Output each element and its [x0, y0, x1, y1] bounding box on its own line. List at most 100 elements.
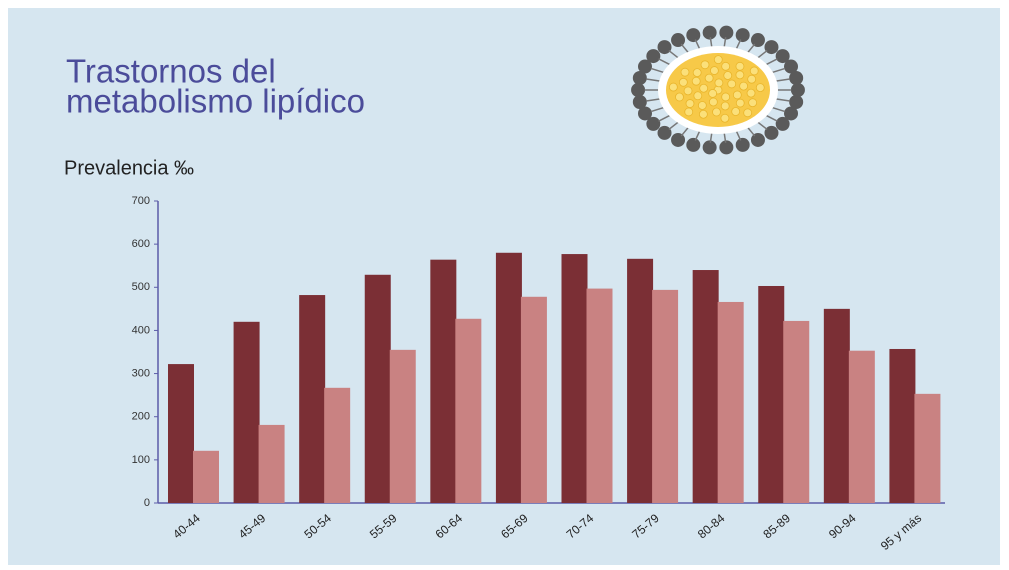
icon-dot — [699, 83, 709, 93]
bar — [758, 285, 785, 503]
icon-blob — [632, 70, 647, 85]
icon-blob — [632, 95, 647, 110]
icon-blob — [789, 70, 804, 85]
icon-blob — [735, 28, 750, 43]
icon-dot — [708, 89, 718, 98]
bar — [627, 258, 654, 503]
icon-dot — [693, 91, 703, 101]
icon-blob — [646, 116, 661, 131]
icon-dot — [739, 81, 749, 91]
bar — [783, 320, 810, 503]
icon-blob — [719, 25, 734, 40]
icon-dot — [721, 92, 731, 102]
icon-blob — [671, 33, 686, 48]
icon-dot — [668, 82, 678, 92]
icon-dot — [748, 98, 758, 108]
bar — [561, 254, 588, 503]
icon-blob — [637, 59, 652, 74]
icon-dot — [700, 60, 710, 70]
icon-dot — [684, 107, 694, 117]
icon-dot — [691, 76, 701, 86]
icon-blob — [637, 106, 652, 121]
bar — [520, 296, 547, 503]
icon-blob — [775, 116, 790, 131]
bar — [889, 348, 916, 503]
bar — [717, 301, 744, 503]
bar — [430, 259, 457, 503]
icon-blob — [775, 49, 790, 64]
icon-dot — [698, 109, 708, 119]
y-tick-label: 200 — [132, 411, 150, 423]
icon-dot — [704, 73, 714, 83]
bar — [495, 252, 522, 503]
icon-dot — [708, 97, 718, 107]
icon-blob — [735, 137, 750, 152]
icon-dot — [680, 67, 690, 77]
icon-blob — [702, 25, 717, 40]
icon-blob — [631, 83, 646, 97]
icon-dot — [735, 98, 745, 108]
icon-blob — [686, 137, 701, 152]
icon-dot — [709, 66, 719, 75]
icon-blob — [789, 95, 804, 110]
y-tick-label: 300 — [132, 367, 150, 379]
icon-dot — [727, 79, 737, 89]
y-tick-label: 0 — [144, 497, 150, 509]
y-tick-label: 500 — [132, 281, 150, 293]
icon-dot — [735, 61, 745, 71]
icon-dot — [675, 92, 684, 102]
bar — [914, 393, 941, 503]
bar — [823, 308, 850, 503]
icon-dot — [683, 86, 693, 96]
bar — [652, 289, 679, 503]
bar — [389, 349, 416, 503]
bar — [193, 450, 219, 503]
icon-blob — [764, 125, 779, 140]
icon-blob — [702, 140, 717, 155]
icon-dot — [720, 101, 730, 111]
icon-dot — [755, 83, 765, 93]
icon-blob — [719, 140, 734, 155]
icon-blob — [784, 59, 799, 74]
icon-dot — [697, 101, 707, 110]
bar — [324, 387, 351, 503]
bar — [233, 321, 260, 503]
y-tick-label: 100 — [132, 454, 150, 466]
y-tick-label: 600 — [132, 238, 150, 250]
icon-dot — [747, 74, 757, 84]
bar — [364, 274, 391, 503]
y-tick-label: 400 — [132, 324, 150, 336]
icon-dot — [746, 88, 756, 98]
icon-blob — [764, 40, 779, 55]
icon-dot — [723, 71, 733, 80]
icon-dot — [731, 107, 741, 116]
icon-dot — [685, 99, 695, 108]
icon-blob — [784, 106, 799, 121]
icon-dot — [732, 90, 742, 100]
icon-blob — [646, 49, 661, 64]
bar — [586, 288, 613, 503]
icon-dot — [743, 108, 753, 118]
bar — [848, 350, 875, 503]
chart-title: Trastornos del — [66, 53, 276, 90]
icon-blob — [790, 83, 805, 97]
icon-blob — [750, 132, 765, 147]
icon-dot — [678, 77, 688, 87]
icon-blob — [657, 125, 672, 140]
bar — [258, 424, 285, 503]
chart-subtitle: Prevalencia ‰ — [64, 157, 194, 179]
bar — [455, 318, 482, 503]
bar — [692, 270, 719, 503]
icon-blob — [750, 33, 765, 48]
icon-blob — [686, 28, 701, 43]
icon-dot — [720, 113, 730, 123]
y-tick-label: 700 — [132, 195, 150, 207]
molecule-icon — [631, 25, 805, 155]
icon-dot — [714, 78, 724, 88]
icon-blob — [671, 132, 686, 147]
bar — [299, 295, 326, 503]
icon-dot — [713, 55, 723, 65]
icon-dot — [721, 61, 731, 71]
